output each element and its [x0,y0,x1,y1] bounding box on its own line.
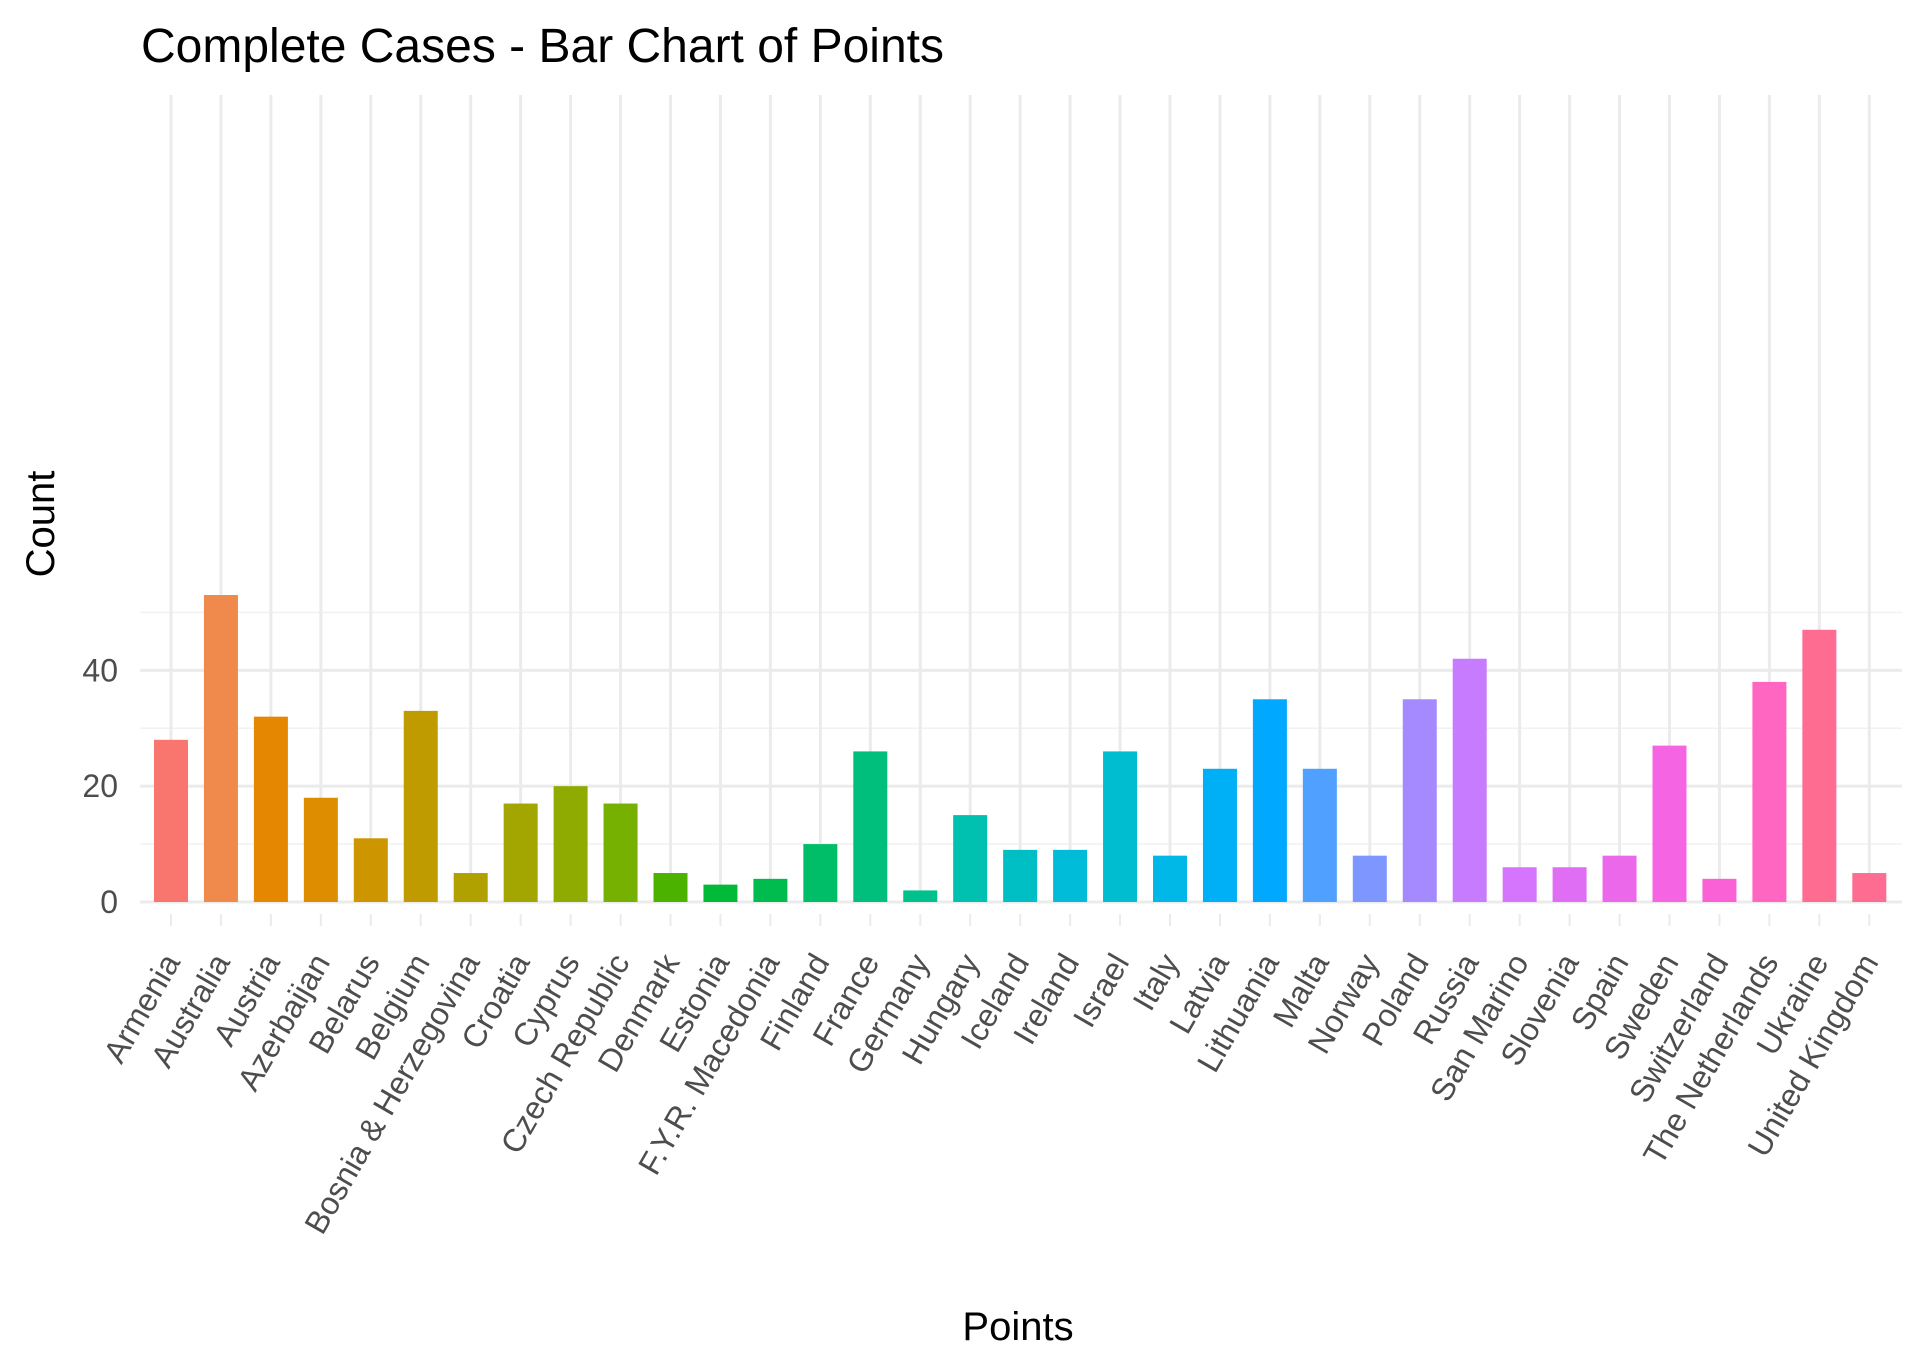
bar-ireland [1053,849,1088,902]
x-axis-title: Points [962,1305,1073,1349]
bar-iceland [1003,849,1038,902]
bar-slovenia [1552,867,1587,902]
chart-title: Complete Cases - Bar Chart of Points [141,20,944,73]
bar-san-marino [1502,867,1537,902]
bar-sweden [1652,745,1687,902]
y-axis-title: Count [19,471,63,578]
bar-australia [203,595,238,902]
bar-czech-republic [603,803,638,902]
bar-finland [803,844,838,902]
y-axis-ticks: 0 20 40 [82,652,118,920]
bar-italy [1153,855,1187,902]
bar-malta [1302,768,1337,902]
bar-bosnia-herzegovina [453,873,488,902]
bar-spain [1602,855,1637,902]
bar-israel [1103,751,1138,902]
y-tick-label: 0 [100,884,118,920]
y-tick-label: 20 [82,768,118,804]
bar-estonia [703,884,738,902]
bar-f-y-r-macedonia [753,878,788,902]
bar-united-kingdom [1852,873,1887,902]
bar-belarus [353,838,388,902]
bar-russia [1452,658,1487,902]
y-tick-label: 40 [82,652,118,688]
bars [154,595,1887,902]
bar-latvia [1202,768,1237,902]
bar-switzerland [1702,878,1737,902]
bar-armenia [154,739,188,902]
bar-germany [903,890,938,902]
bar-azerbaijan [303,797,338,902]
bar-belgium [403,710,438,902]
bar-norway [1352,855,1387,902]
bar-hungary [953,815,988,902]
bar-ukraine [1802,629,1837,902]
bar-austria [253,716,288,902]
bar-lithuania [1252,699,1287,902]
bar-the-netherlands [1752,681,1787,902]
bar-denmark [653,873,688,902]
bar-poland [1402,699,1437,902]
bar-croatia [503,803,538,902]
bar-cyprus [553,786,588,902]
bar-france [853,751,888,902]
